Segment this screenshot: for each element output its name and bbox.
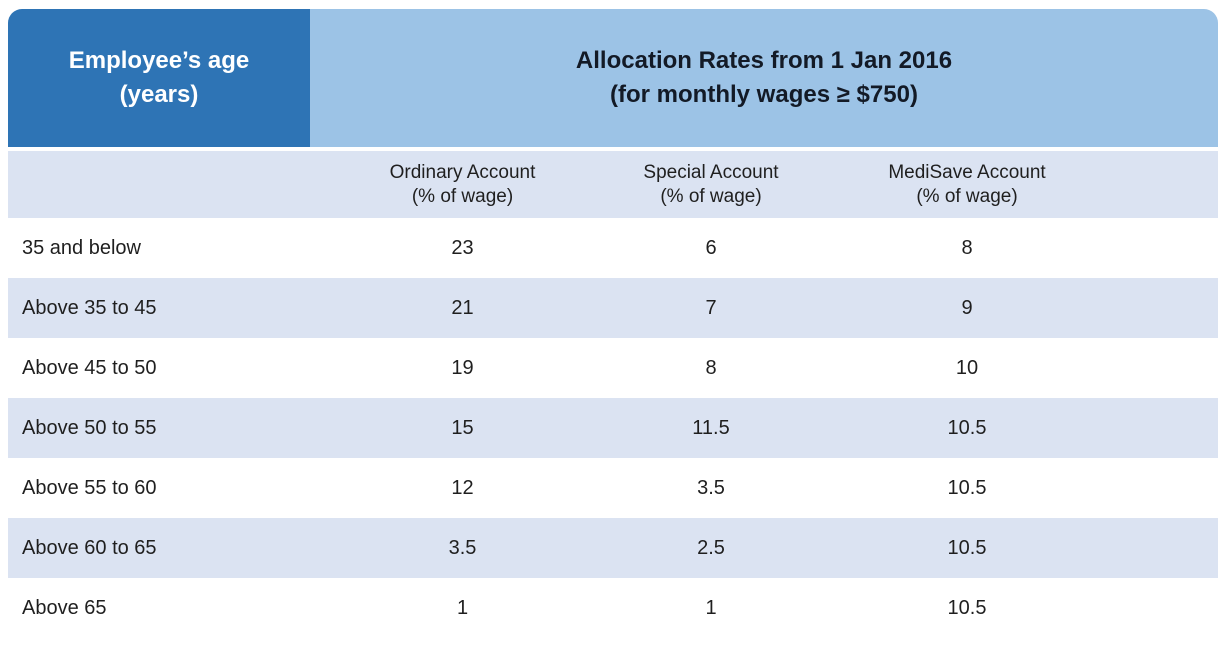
table-row: Above 35 to 45 21 7 9 (8, 278, 1218, 338)
ordinary-header-name: Ordinary Account (389, 161, 536, 183)
age-cell: 35 and below (22, 236, 141, 259)
allocation-rates-header: Allocation Rates from 1 Jan 2016 (for mo… (310, 9, 1218, 147)
age-cell: Above 60 to 65 (22, 536, 157, 559)
age-column-header: Employee’s age (years) (8, 9, 310, 147)
header-body-divider (8, 147, 1218, 151)
age-cell: Above 55 to 60 (22, 476, 157, 499)
medisave-cell: 10 (955, 356, 979, 379)
table-row: Above 65 1 1 10.5 (8, 578, 1218, 638)
table-row: Above 60 to 65 3.5 2.5 10.5 (8, 518, 1218, 578)
allocation-rates-table: Employee’s age (years) Allocation Rates … (8, 9, 1218, 638)
medisave-header-unit: (% of wage) (916, 185, 1018, 207)
special-cell: 3.5 (697, 476, 725, 499)
table-row: Above 50 to 55 15 11.5 10.5 (8, 398, 1218, 458)
table-row: 35 and below 23 6 8 (8, 218, 1218, 278)
age-header-line1: Employee’s age (68, 47, 250, 74)
column-header-ordinary: Ordinary Account (% of wage) (310, 161, 615, 209)
special-cell: 8 (705, 356, 717, 379)
medisave-cell: 10.5 (947, 536, 987, 559)
medisave-header-name: MediSave Account (888, 161, 1046, 183)
special-cell: 11.5 (692, 416, 730, 439)
special-header-unit: (% of wage) (660, 185, 762, 207)
ordinary-cell: 12 (451, 476, 474, 499)
special-cell: 6 (705, 236, 717, 259)
column-headers-row: Ordinary Account (% of wage) Special Acc… (8, 151, 1218, 218)
table-row: Above 55 to 60 12 3.5 10.5 (8, 458, 1218, 518)
medisave-cell: 10.5 (947, 476, 987, 499)
age-header-line2: (years) (119, 81, 199, 108)
age-cell: Above 45 to 50 (22, 356, 157, 379)
ordinary-cell: 15 (451, 416, 474, 439)
column-header-medisave: MediSave Account (% of wage) (807, 161, 1127, 209)
age-cell: Above 35 to 45 (22, 296, 157, 319)
medisave-cell: 10.5 (947, 416, 987, 439)
table-header-band: Employee’s age (years) Allocation Rates … (8, 9, 1218, 147)
table-row: Above 45 to 50 19 8 10 (8, 338, 1218, 398)
main-header-line1: Allocation Rates from 1 Jan 2016 (575, 47, 953, 74)
main-header-line2: (for monthly wages ≥ $750) (610, 81, 918, 108)
special-cell: 7 (705, 296, 717, 319)
medisave-cell: 10.5 (947, 596, 987, 619)
medisave-cell: 9 (961, 296, 973, 319)
ordinary-cell: 21 (451, 296, 474, 319)
age-cell: Above 50 to 55 (22, 416, 157, 439)
ordinary-header-unit: (% of wage) (411, 185, 514, 207)
special-header-name: Special Account (643, 161, 779, 183)
ordinary-cell: 19 (451, 356, 474, 379)
ordinary-cell: 1 (456, 596, 469, 619)
ordinary-cell: 3.5 (448, 536, 477, 559)
special-cell: 2.5 (697, 536, 725, 559)
special-cell: 1 (705, 596, 717, 619)
column-header-special: Special Account (% of wage) (615, 161, 807, 209)
medisave-cell: 8 (961, 236, 973, 259)
ordinary-cell: 23 (451, 236, 474, 259)
age-cell: Above 65 (22, 596, 107, 619)
